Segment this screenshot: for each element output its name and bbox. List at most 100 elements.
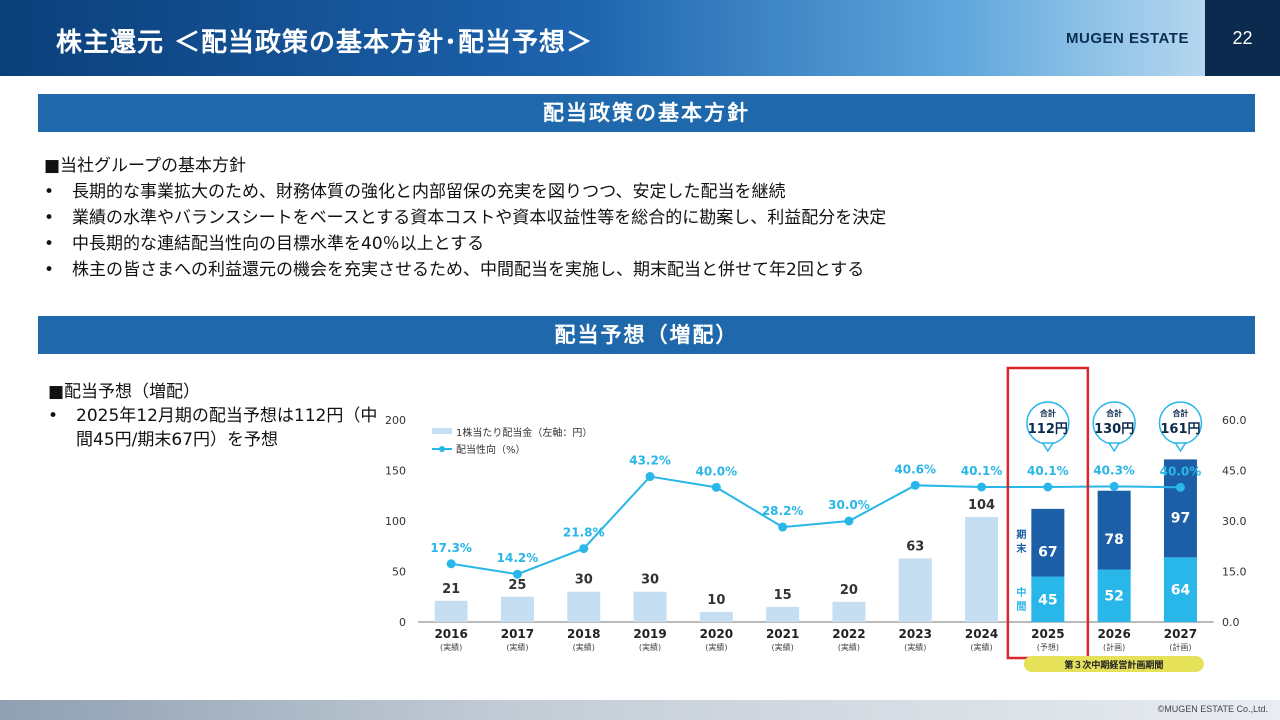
payout-label: 40.1% (1027, 464, 1069, 478)
payout-marker (446, 559, 456, 569)
split-label-interim: 中 (1016, 586, 1026, 599)
payout-marker (645, 472, 655, 482)
dividend-label: 10 (707, 593, 725, 608)
category-label: 2021 (766, 627, 799, 641)
policy-heading: ■当社グループの基本方針 (44, 156, 247, 176)
category-label: 2020 (700, 627, 733, 641)
total-value: 112円 (1028, 422, 1068, 437)
payout-marker (778, 522, 788, 532)
payout-label: 28.2% (762, 504, 804, 518)
payout-marker (1043, 482, 1053, 492)
payout-marker (1175, 482, 1185, 492)
payout-label: 30.0% (828, 498, 870, 512)
payout-marker (977, 482, 987, 492)
category-note: (実績) (639, 642, 661, 652)
category-note: (計画) (1169, 642, 1191, 652)
forecast-text: ■配当予想（増配） 2025年12月期の配当予想は112円（中間45円/期末67… (48, 380, 378, 452)
policy-text: ■当社グループの基本方針 長期的な事業拡大のため、財務体質の強化と内部留保の充実… (44, 153, 1144, 283)
brand-logo: MUGEN ESTATE (1066, 30, 1189, 47)
section-title-forecast: 配当予想（増配） (38, 316, 1255, 354)
policy-bullet: 業績の水準やバランスシートをベースとする資本コストや資本収益性等を総合的に勘案し… (44, 205, 1144, 231)
category-label: 2016 (434, 627, 467, 641)
copyright: ©MUGEN ESTATE Co.,Ltd. (1157, 704, 1268, 714)
dividend-label: 15 (774, 588, 792, 603)
split-label-year-end: 期 (1016, 528, 1026, 541)
total-callout-tail (1107, 442, 1121, 453)
dividend-bar (633, 591, 667, 622)
category-label: 2022 (832, 627, 865, 641)
page-number-box: 22 (1205, 0, 1280, 76)
footer-bar: ©MUGEN ESTATE Co.,Ltd. (0, 700, 1280, 720)
dividend-label: 21 (442, 582, 460, 597)
dividend-label: 20 (840, 583, 858, 598)
interim-label: 52 (1104, 589, 1123, 605)
y-right-tick: 0.0 (1222, 616, 1240, 629)
year-end-label: 78 (1104, 532, 1123, 548)
payout-marker (1109, 481, 1119, 491)
dividend-chart: 0 50 100 150 200 0.0 15.0 30.0 45.0 60.0 1株当たり配当金（… (385, 366, 1247, 672)
dividend-bar (567, 591, 601, 622)
dividend-label: 63 (906, 539, 924, 554)
year-end-bar (1031, 508, 1065, 577)
payout-label: 40.6% (894, 462, 936, 476)
total-value: 130円 (1094, 422, 1134, 437)
interim-label: 45 (1038, 592, 1057, 608)
category-label: 2023 (899, 627, 932, 641)
payout-label: 14.2% (497, 551, 539, 565)
dividend-bar (434, 600, 468, 622)
policy-bullet: 長期的な事業拡大のため、財務体質の強化と内部留保の充実を図りつつ、安定した配当を… (44, 179, 1144, 205)
category-label: 2017 (501, 627, 534, 641)
legend-line-marker (439, 446, 445, 452)
period-label-bg (1023, 656, 1204, 672)
interim-bar (1097, 569, 1131, 622)
payout-marker (512, 569, 522, 579)
payout-label: 17.3% (430, 541, 472, 555)
dividend-bar (500, 596, 534, 622)
y-left-tick: 50 (392, 566, 406, 579)
category-note: (実績) (970, 642, 992, 652)
category-note: (計画) (1103, 642, 1125, 652)
total-label: 合計 (1171, 408, 1188, 418)
total-callout-tail (1041, 442, 1055, 453)
year-end-bar (1097, 490, 1131, 570)
total-callout-tail (1174, 442, 1187, 453)
total-value: 161円 (1160, 422, 1200, 437)
category-label: 2019 (633, 627, 666, 641)
split-label-year-end: 末 (1016, 542, 1027, 555)
year-end-label: 97 (1171, 510, 1190, 526)
dividend-label: 30 (641, 573, 659, 588)
payout-label: 21.8% (563, 526, 605, 540)
dividend-label: 25 (508, 578, 526, 593)
category-label: 2024 (965, 627, 998, 641)
dividend-label: 30 (575, 573, 593, 588)
split-label-interim: 間 (1016, 601, 1026, 613)
payout-label: 40.0% (696, 464, 738, 478)
category-note: (実績) (904, 642, 926, 652)
page-number: 22 (1232, 28, 1253, 48)
category-note: (実績) (705, 642, 727, 652)
page-title: 株主還元 ＜配当政策の基本方針･配当予想＞ (56, 28, 594, 58)
category-note: (実績) (838, 642, 860, 652)
category-note: (実績) (506, 642, 528, 652)
category-label: 2026 (1097, 627, 1130, 641)
payout-label: 43.2% (629, 454, 671, 468)
period-label: 第３次中期経営計画期間 (1064, 659, 1163, 671)
interim-bar (1031, 576, 1065, 622)
payout-marker (711, 482, 721, 492)
y-left-tick: 100 (385, 515, 406, 528)
y-left-tick: 0 (399, 616, 406, 629)
total-label: 合計 (1039, 408, 1056, 418)
header-banner: 株主還元 ＜配当政策の基本方針･配当予想＞ MUGEN ESTATE 22 (0, 0, 1280, 76)
dividend-bar (898, 558, 932, 622)
payout-marker (910, 480, 920, 490)
category-label: 2027 (1164, 627, 1197, 641)
legend-bar-label: 1株当たり配当金（左軸：円） (456, 426, 592, 439)
y-right-tick: 60.0 (1222, 414, 1247, 427)
category-note: (予想) (1037, 642, 1059, 652)
payout-label: 40.1% (961, 464, 1003, 478)
payout-label: 40.3% (1093, 463, 1135, 477)
category-note: (実績) (772, 642, 794, 652)
y-right-tick: 15.0 (1222, 566, 1247, 579)
dividend-bar (832, 601, 866, 622)
category-note: (実績) (440, 642, 462, 652)
